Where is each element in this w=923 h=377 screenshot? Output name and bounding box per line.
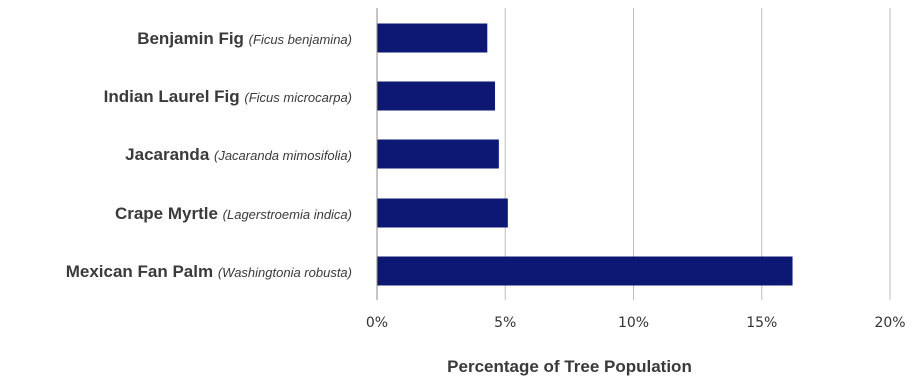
category-label: Indian Laurel Fig (Ficus microcarpa) [104, 87, 352, 106]
bar [377, 23, 488, 53]
x-tick-label: 0% [366, 315, 388, 331]
x-tick-label: 15% [746, 315, 777, 331]
category-common-name: Jacaranda [125, 145, 214, 164]
category-label: Mexican Fan Palm (Washingtonia robusta) [66, 262, 352, 281]
category-label: Jacaranda (Jacaranda mimosifolia) [125, 145, 352, 164]
bar [377, 81, 495, 111]
category-scientific-name: (Jacaranda mimosifolia) [214, 148, 352, 163]
category-scientific-name: (Lagerstroemia indica) [223, 207, 352, 222]
x-tick-label: 10% [618, 315, 649, 331]
category-common-name: Benjamin Fig [137, 29, 248, 48]
category-label: Benjamin Fig (Ficus benjamina) [137, 29, 352, 48]
category-label: Crape Myrtle (Lagerstroemia indica) [115, 204, 352, 223]
category-labels: Benjamin Fig (Ficus benjamina) Indian Lau… [66, 29, 352, 281]
x-tick-labels: 0% 5% 10% 15% 20% [366, 315, 906, 331]
category-common-name: Indian Laurel Fig [104, 87, 245, 106]
gridlines [504, 8, 891, 300]
category-common-name: Mexican Fan Palm [66, 262, 218, 281]
bar [377, 139, 499, 169]
x-tick-label: 5% [494, 315, 516, 331]
category-common-name: Crape Myrtle [115, 204, 223, 223]
category-scientific-name: (Ficus microcarpa) [244, 90, 352, 105]
bars [377, 23, 793, 286]
category-scientific-name: (Washingtonia robusta) [218, 265, 352, 280]
bar [377, 256, 793, 286]
bar [377, 198, 508, 228]
x-tick-label: 20% [874, 315, 905, 331]
category-scientific-name: (Ficus benjamina) [249, 32, 352, 47]
x-axis-title: Percentage of Tree Population [447, 357, 692, 376]
